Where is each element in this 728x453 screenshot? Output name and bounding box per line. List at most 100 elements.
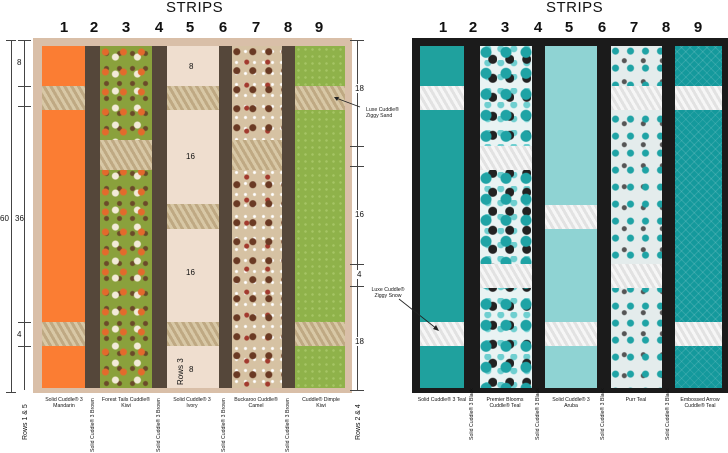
left-label-3: Forest Tails Cuddle® Kiwi: [101, 397, 151, 409]
left-label-6: Solid Cuddle® 3 Brown: [221, 398, 227, 452]
right-label-6: Solid Cuddle® 3 Black: [600, 388, 606, 440]
ziggy-snow-band: [480, 146, 532, 170]
dimension-tick: [350, 390, 364, 391]
dimension-c: 4: [17, 330, 22, 339]
dimension-tick: [18, 322, 31, 323]
left-strip-number-6: 6: [218, 19, 228, 36]
dimension-total: 60: [0, 214, 9, 223]
right-label-3: Premier Blooms Cuddle® Teal: [486, 397, 524, 409]
left-strip-number-7: 7: [251, 19, 261, 36]
ziggy-sand-band: [167, 322, 219, 346]
ziggy-snow-band: [545, 322, 597, 346]
dimension-a: 8: [17, 58, 22, 67]
ziggy-sand-band: [295, 322, 345, 346]
dimension-tick: [6, 392, 16, 393]
left-strip-mandarin: [42, 46, 85, 388]
ziggy-sand-band: [42, 322, 85, 346]
left-strip-buckaroo: [232, 46, 282, 388]
ziggy-snow-band: [611, 86, 662, 110]
left-label-9: Cuddle® Dimple Kiwi: [302, 397, 340, 409]
left-strip-number-8: 8: [283, 19, 293, 36]
right-strip-number-3: 3: [500, 19, 510, 36]
right-dimension-b: 16: [355, 210, 364, 219]
left-strip-ivory: [167, 46, 219, 388]
ziggy-snow-band: [611, 264, 662, 288]
left-strip-brown-6: [219, 46, 232, 388]
left-label-5: Solid Cuddle® 3 Ivory: [173, 397, 211, 409]
right-label-7: Purr Teal: [625, 397, 647, 403]
strip5-dimension-b: 16: [186, 152, 195, 161]
dimension-tick: [6, 40, 16, 41]
right-strip-embossed-arrow: [675, 46, 722, 388]
right-strip-premier-blooms: [480, 46, 532, 388]
right-strip-black-4: [532, 46, 545, 388]
right-strip-aruba: [545, 46, 597, 388]
right-label-2: Solid Cuddle® 3 Black: [469, 388, 475, 440]
left-strip-number-4: 4: [154, 19, 164, 36]
right-label-8: Solid Cuddle® 3 Black: [665, 388, 671, 440]
right-strip-number-4: 4: [533, 19, 543, 36]
right-strip-number-6: 6: [597, 19, 607, 36]
right-dimension-d: 18: [355, 337, 364, 346]
ziggy-sand-band: [42, 86, 85, 110]
left-label-1: Solid Cuddle® 3 Mandarin: [45, 397, 83, 409]
ziggy-sand-band: [100, 140, 152, 170]
left-label-4: Solid Cuddle® 3 Brown: [156, 398, 162, 452]
dimension-tick: [350, 146, 364, 147]
right-label-5: Solid Cuddle® 3 Aruba: [552, 397, 590, 409]
right-strip-number-7: 7: [629, 19, 639, 36]
left-strip-number-3: 3: [121, 19, 131, 36]
right-strip-number-8: 8: [661, 19, 671, 36]
ziggy-sand-band: [232, 140, 282, 170]
dimension-line-segment: [24, 40, 25, 390]
left-strip-brown-2: [85, 46, 100, 388]
dimension-line-total: [11, 40, 12, 393]
right-label-4: Solid Cuddle® 3 Black: [535, 388, 541, 440]
right-strip-black-8: [662, 46, 675, 388]
dimension-tick: [18, 86, 31, 87]
ziggy-sand-band: [167, 204, 219, 229]
right-label-1: Solid Cuddle® 3 Teal: [417, 397, 467, 403]
dimension-tick: [18, 346, 31, 347]
dimension-tick: [350, 40, 364, 41]
left-strip-brown-4: [152, 46, 167, 388]
callout-ziggy-snow: Luxe Cuddle® Ziggy Snow: [371, 287, 405, 299]
left-strip-dimple: [295, 46, 345, 388]
left-label-8: Solid Cuddle® 3 Brown: [285, 398, 291, 452]
left-label-7: Buckaroo Cuddle® Camel: [234, 397, 278, 409]
left-strip-brown-8: [282, 46, 295, 388]
strip5-dimension-a: 8: [189, 62, 194, 71]
dimension-tick: [18, 40, 31, 41]
left-title: STRIPS: [166, 0, 224, 16]
strip5-dimension-d: 8: [189, 365, 194, 374]
dimension-tick: [18, 106, 31, 107]
dimension-tick: [350, 264, 364, 265]
ziggy-snow-band: [675, 322, 722, 346]
left-label-2: Solid Cuddle® 3 Brown: [90, 398, 96, 452]
right-dimension-a: 18: [355, 84, 364, 93]
left-strip-number-5: 5: [185, 19, 195, 36]
right-strip-number-2: 2: [468, 19, 478, 36]
right-strip-black-6: [597, 46, 611, 388]
ziggy-snow-band: [675, 86, 722, 110]
rows-3-label: Rows 3: [176, 358, 185, 385]
right-strip-number-5: 5: [564, 19, 574, 36]
rows-1-5-label: Rows 1 & 5: [22, 404, 29, 440]
ziggy-snow-band: [480, 264, 532, 288]
right-strip-purr: [611, 46, 662, 388]
callout-ziggy-sand: Luxe Cuddle® Ziggy Sand: [366, 107, 399, 119]
right-strip-black-2: [464, 46, 480, 388]
dimension-b: 36: [15, 214, 24, 223]
right-strip-number-9: 9: [693, 19, 703, 36]
strip5-dimension-c: 16: [186, 268, 195, 277]
left-strip-number-2: 2: [89, 19, 99, 36]
left-strip-number-1: 1: [59, 19, 69, 36]
left-strip-number-9: 9: [314, 19, 324, 36]
right-label-9: Embossed Arrow Cuddle® Teal: [680, 397, 720, 409]
callout-arrow-right: [398, 298, 439, 331]
ziggy-snow-band: [545, 205, 597, 229]
rows-2-4-label: Rows 2 & 4: [355, 404, 362, 440]
right-strip-number-1: 1: [438, 19, 448, 36]
ziggy-sand-band: [167, 86, 219, 110]
callout-arrow: [334, 97, 361, 108]
